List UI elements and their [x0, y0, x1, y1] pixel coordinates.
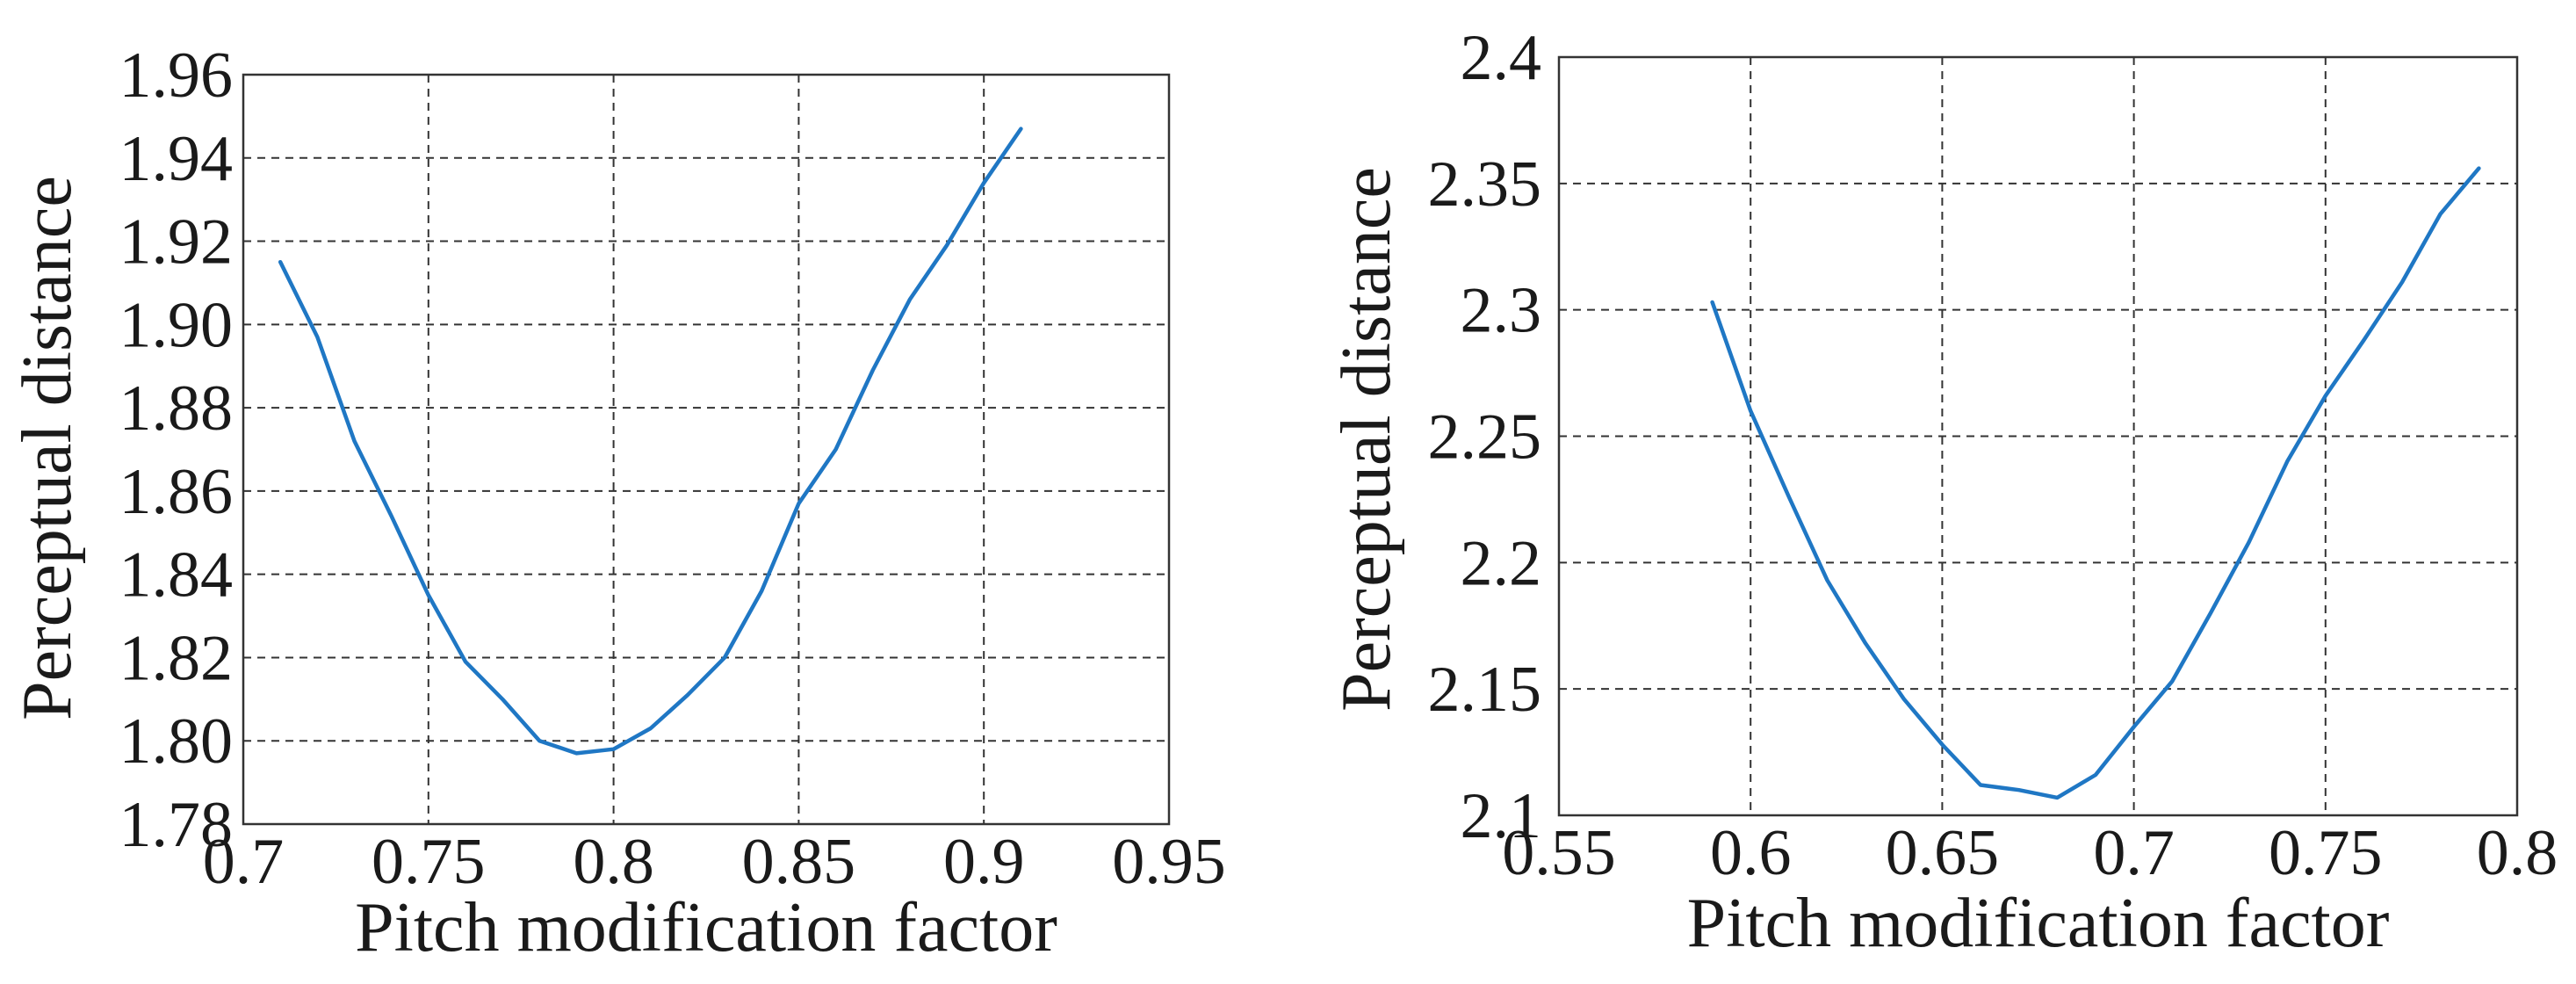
chart-2-data-point: [2361, 337, 2366, 343]
chart-1-data-point: [1018, 127, 1023, 132]
chart-1-y-tick-label: 1.90: [119, 289, 234, 361]
chart-1-y-tick-label: 1.86: [119, 456, 234, 528]
chart-2-data-point: [1824, 577, 1829, 582]
chart-2-data-point: [1939, 742, 1945, 747]
chart-2-data-point: [2247, 539, 2252, 545]
chart-2-data-point: [2093, 772, 2098, 778]
chart-1-data-point: [759, 589, 764, 594]
chart-2-data-point: [2054, 795, 2060, 800]
chart-2-x-tick-label: 0.75: [2269, 817, 2383, 889]
chart-1-y-tick-label: 1.92: [119, 206, 234, 279]
chart-1-data-point: [648, 726, 653, 731]
chart-2-x-tick-label: 0.6: [1710, 817, 1792, 889]
chart-1-x-axis-label: Pitch modification factor: [355, 889, 1057, 966]
chart-2-x-tick-label: 0.7: [2093, 817, 2175, 889]
chart-1-x-tick-label: 0.8: [573, 826, 654, 898]
chart-2-data-point: [1901, 697, 1907, 702]
chart-2-y-axis-label: Perceptual distance: [1328, 167, 1405, 712]
chart-2-data-point: [2132, 724, 2137, 729]
chart-1-data-point: [314, 335, 320, 340]
chart-1-data-point: [981, 180, 986, 185]
chart-1-data-point: [389, 513, 394, 518]
chart-2-data-point: [1863, 640, 1868, 646]
chart-1-data-point: [426, 592, 431, 597]
chart-2-data-point: [1786, 495, 1792, 500]
chart-1-data-point: [685, 692, 690, 698]
chart-1-y-tick-label: 1.94: [119, 123, 234, 195]
chart-2-y-tick-label: 2.15: [1428, 654, 1542, 726]
chart-2-x-axis-label: Pitch modification factor: [1687, 885, 2390, 962]
chart-2-data-point: [2399, 279, 2405, 285]
chart-1-data-point: [537, 738, 542, 743]
chart-1-data-point: [722, 655, 727, 660]
chart-1-y-tick-label: 1.82: [119, 622, 234, 694]
chart-1-data-point: [870, 367, 876, 373]
chart-1-y-axis-label: Perceptual distance: [9, 176, 86, 720]
chart-2-y-tick-label: 2.1: [1461, 780, 1542, 852]
chart-2-y-tick-label: 2.2: [1461, 527, 1542, 599]
chart-1-plot-frame: [242, 73, 1171, 826]
chart-2-y-tick-label: 2.3: [1461, 275, 1542, 347]
chart-1-data-point: [574, 750, 579, 756]
chart-2-y-tick-label: 2.25: [1428, 402, 1542, 474]
chart-2-data-point: [1710, 300, 1715, 305]
chart-1-x-tick-label: 0.9: [943, 826, 1025, 898]
chart-2-data-point: [2438, 211, 2443, 216]
chart-1-data-point: [500, 697, 505, 702]
chart-2-data-point: [2169, 679, 2175, 684]
chart-2-x-tick-label: 0.65: [1886, 817, 2000, 889]
chart-1-data-point: [278, 259, 283, 264]
right-chart-panel: 0.55 0.6 0.65 0.7 0.75 0.8 2.1 2.15 2.2 2.25 2.3 2.…: [1328, 22, 2558, 962]
chart-2-x-tick-label: 0.55: [1502, 817, 1616, 889]
chart-2-data-point: [1748, 409, 1753, 414]
chart-1-x-tick-label: 0.7: [203, 826, 285, 898]
chart-2-data-point: [1978, 782, 1983, 787]
chart-1-y-tick-label: 1.80: [119, 705, 234, 778]
chart-1-data-point: [796, 501, 801, 506]
chart-1-x-tick-label: 0.95: [1112, 826, 1226, 898]
chart-1-y-tick-label: 1.78: [119, 789, 234, 861]
chart-2-data-point: [2284, 459, 2290, 464]
chart-2-y-tick-label: 2.4: [1461, 22, 1542, 94]
chart-2-data-point: [2017, 787, 2022, 792]
chart-1-x-tick-label: 0.85: [742, 826, 856, 898]
chart-1-data-point: [463, 659, 468, 664]
chart-1-y-tick-label: 1.88: [119, 373, 234, 445]
chart-2-series-line: [1710, 166, 2481, 800]
chart-1-data-point: [611, 747, 617, 752]
chart-2-data-point: [2476, 166, 2481, 171]
chart-2-data-point: [2323, 393, 2328, 398]
chart-1-data-point: [833, 447, 839, 452]
chart-1-y-tick-label: 1.96: [119, 40, 234, 112]
chart-1-data-point: [944, 242, 949, 248]
chart-2-x-tick-label: 0.8: [2477, 817, 2558, 889]
chart-1-series-line: [278, 127, 1023, 756]
chart-2-y-tick-label: 2.35: [1428, 148, 1542, 221]
chart-1-y-tick-label: 1.84: [119, 539, 234, 611]
chart-2-data-point: [2208, 611, 2213, 616]
chart-2-plot-frame: [1557, 55, 2519, 817]
chart-1-data-point: [907, 297, 913, 302]
chart-1-data-point: [351, 438, 357, 444]
chart-1-x-tick-label: 0.75: [372, 826, 486, 898]
left-chart-panel: 0.7 0.75 0.8 0.85 0.9 0.95 1.78 1.80 1.82 1.84 1.8…: [9, 40, 1226, 966]
